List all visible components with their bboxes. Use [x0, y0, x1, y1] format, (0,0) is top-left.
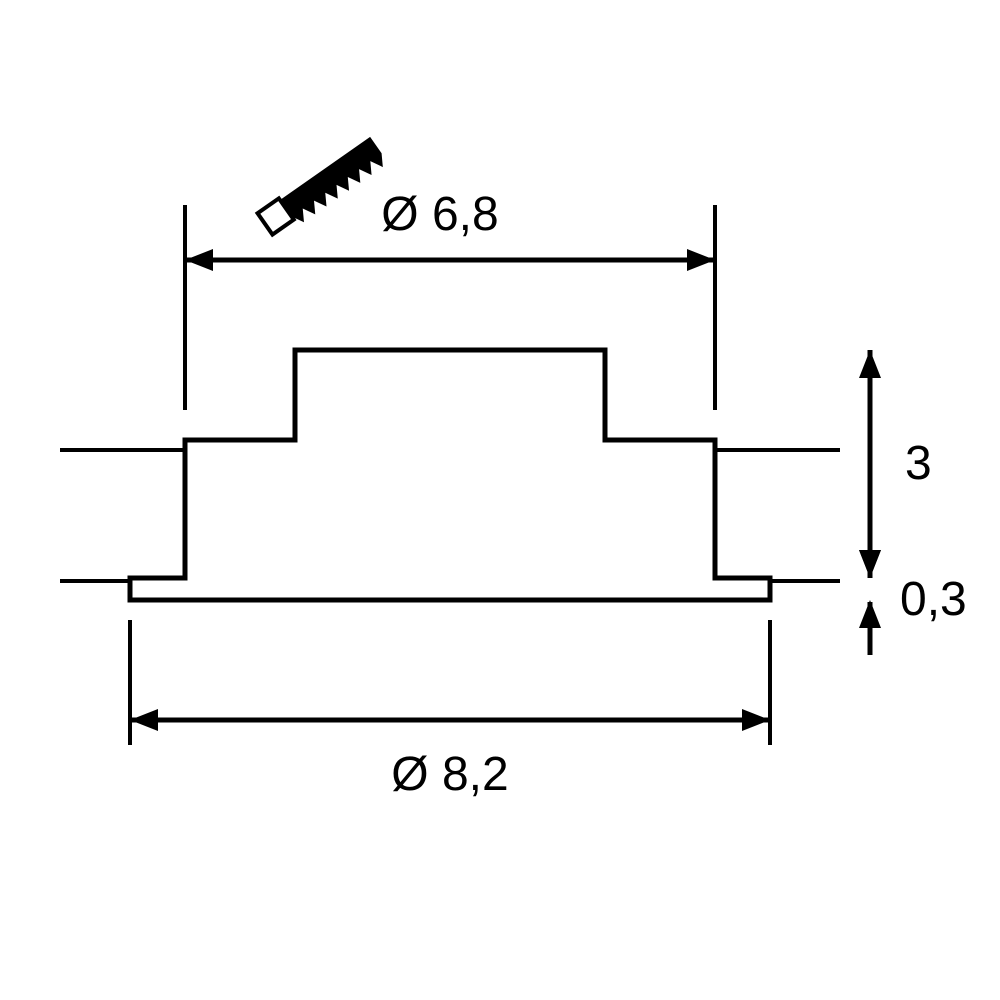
dim-height: 3 — [905, 437, 932, 490]
fixture-outline — [130, 350, 770, 600]
dim-flange-thickness: 0,3 — [900, 573, 967, 626]
dim-overall-diameter: Ø 8,2 — [391, 748, 508, 801]
holesaw-icon — [258, 135, 389, 241]
dim-cutout-diameter: Ø 6,8 — [381, 188, 498, 241]
technical-drawing: Ø 6,8 Ø 8,2 3 0,3 — [0, 0, 1000, 1000]
